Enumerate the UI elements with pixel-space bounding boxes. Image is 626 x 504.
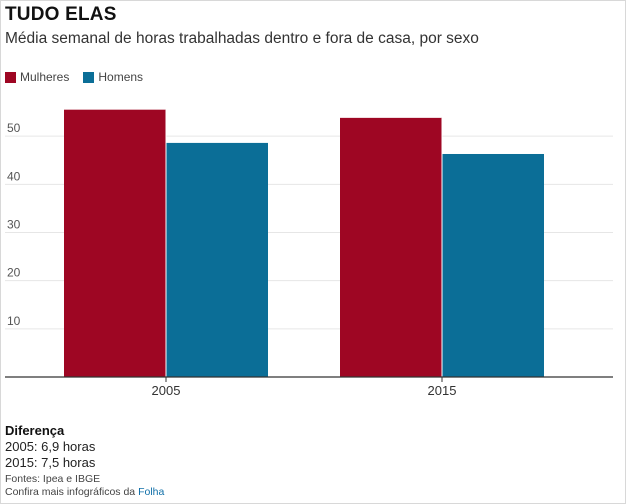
legend: Mulheres Homens [5,70,157,84]
x-tick-label-2015: 2015 [428,383,457,398]
legend-label-homens: Homens [98,70,144,84]
chart-footer: Diferença 2005: 6,9 horas 2015: 7,5 hora… [5,423,164,499]
legend-item-mulheres: Mulheres [5,70,69,84]
legend-swatch-mulheres [5,71,16,83]
bar-homens-2015 [442,153,544,377]
difference-2015: 2015: 7,5 horas [5,455,96,470]
y-tick-label-50: 50 [7,121,21,135]
bar-homens-2005 [166,142,268,377]
y-tick-label-10: 10 [7,314,21,328]
more-prefix: Confira mais infográficos da [5,486,139,498]
bar-mulheres-2005 [64,109,166,378]
y-tick-label-40: 40 [7,169,21,183]
difference-title: Diferença [5,423,65,438]
bar-chart: 10 20 30 40 50 2005 2015 [5,109,613,398]
legend-item-homens: Homens [83,70,143,84]
chart-title: TUDO ELAS [5,4,117,25]
bar-mulheres-2015 [340,117,442,377]
sources-note: Fontes: Ipea e IBGE [5,473,101,485]
legend-label-mulheres: Mulheres [20,70,70,84]
x-tick-label-2005: 2005 [152,383,181,398]
difference-2005: 2005: 6,9 horas [5,439,96,454]
y-tick-label-20: 20 [7,266,21,280]
folha-link[interactable]: Folha [138,486,165,498]
chart-subtitle: Média semanal de horas trabalhadas dentr… [5,30,479,47]
legend-swatch-homens [83,71,95,83]
more-infographics-note: Confira mais infográficos da Folha [5,486,164,499]
y-tick-label-30: 30 [7,218,21,232]
